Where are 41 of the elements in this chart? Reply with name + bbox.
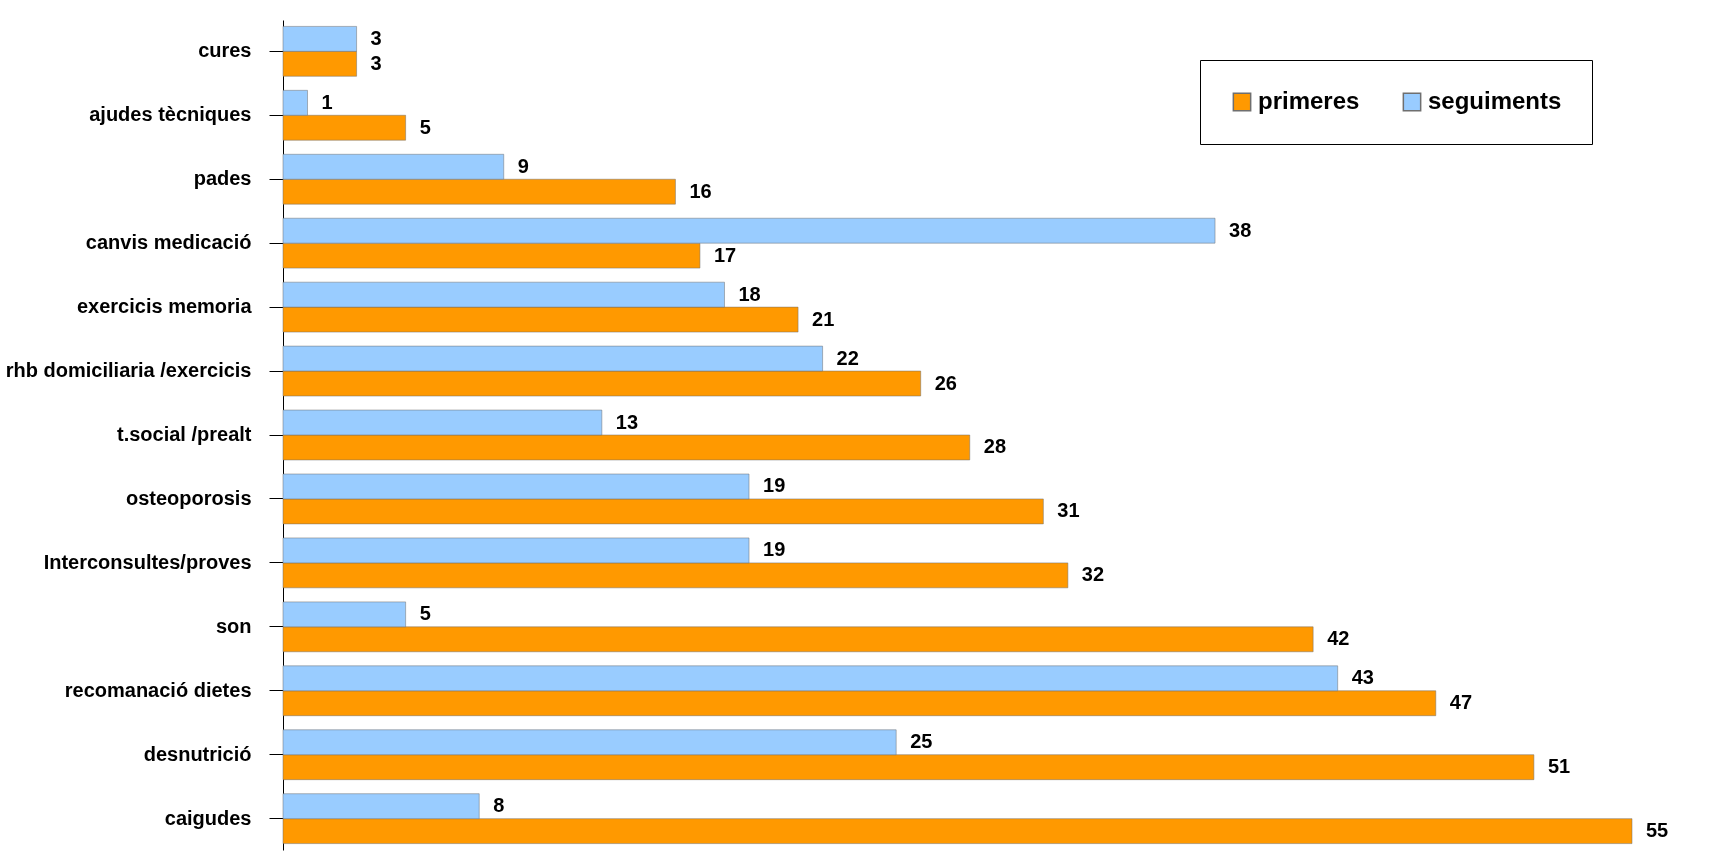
data-label: 3 (370, 26, 382, 49)
data-label: 18 (738, 282, 761, 305)
data-label: 32 (1081, 563, 1105, 586)
y-tick-label: pades (193, 167, 252, 190)
data-label: 38 (1229, 218, 1252, 241)
data-label: 19 (763, 474, 786, 497)
y-tick-label: caigudes (164, 806, 252, 829)
data-label: 28 (983, 435, 1007, 458)
y-tick-label: cures (198, 39, 252, 62)
y-tick-label: desnutrició (143, 742, 252, 765)
y-tick-label: rhb domiciliaria /exercicis (5, 359, 252, 382)
data-label: 51 (1547, 755, 1571, 778)
y-tick-label: osteoporosis (125, 486, 252, 509)
data-label: 26 (934, 371, 957, 394)
data-label: 31 (1057, 499, 1080, 522)
y-tick-label: ajudes tècniques (89, 103, 252, 126)
data-label: 17 (713, 243, 737, 266)
data-label: 21 (812, 307, 835, 330)
data-label: 9 (517, 154, 529, 177)
y-tick-label: canvis medicació (85, 231, 252, 254)
data-label: 22 (836, 346, 859, 369)
legend-label: seguiments (1428, 87, 1562, 114)
data-label: 42 (1327, 627, 1350, 650)
data-label: 5 (419, 602, 431, 625)
data-label: 19 (763, 538, 786, 561)
data-label: 55 (1646, 819, 1669, 842)
y-tick-label: recomanació dietes (64, 678, 252, 701)
data-label: 47 (1449, 691, 1473, 714)
y-tick-label: son (215, 614, 252, 637)
data-label: 3 (370, 51, 382, 74)
data-label: 8 (493, 794, 505, 817)
data-label: 25 (910, 730, 933, 753)
data-label: 5 (419, 115, 431, 138)
data-label: 13 (615, 410, 639, 433)
y-tick-label: exercicis memoria (76, 295, 253, 318)
data-label: 43 (1351, 666, 1374, 689)
y-tick-label: t.social /prealt (117, 423, 252, 445)
legend-label: primeres (1258, 87, 1360, 114)
y-tick-label: Interconsultes/proves (43, 550, 252, 573)
data-label: 16 (689, 179, 712, 202)
data-label: 1 (321, 90, 333, 113)
